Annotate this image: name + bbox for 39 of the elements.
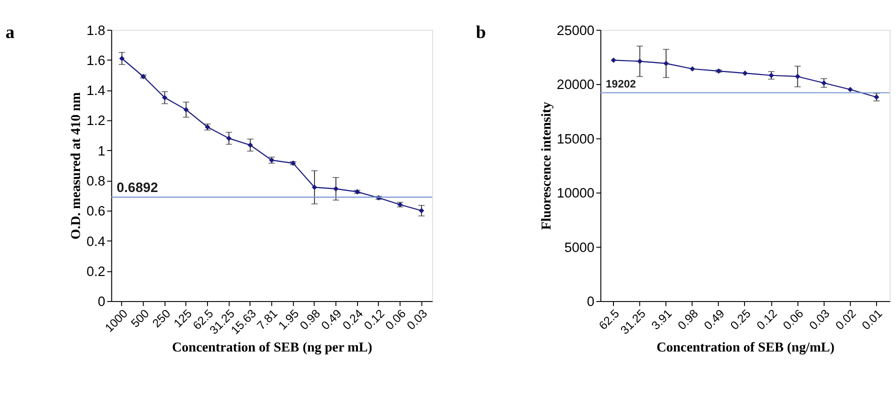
ref-line-label: 19202	[606, 78, 636, 90]
y-tick-label: 1.8	[86, 22, 106, 38]
y-tick-label: 20000	[556, 77, 594, 92]
ref-line-label: 0.6892	[116, 180, 158, 195]
x-tick-label: 3.91	[649, 307, 675, 333]
y-tick-label: 0.2	[86, 264, 106, 279]
x-tick-label: 0.06	[780, 306, 806, 333]
y-tick-label: 1.6	[86, 52, 106, 68]
x-tick-label: 500	[128, 306, 152, 330]
y-tick-label: 0.8	[86, 173, 106, 188]
y-tick-label: 0.6	[86, 204, 106, 219]
x-tick-label: 125	[172, 306, 195, 330]
x-tick-label: 0.49	[702, 307, 728, 333]
x-tick-label: 0.03	[807, 306, 833, 333]
x-tick-label: 0.49	[319, 307, 344, 333]
y-tick-label: 5000	[564, 240, 594, 255]
x-tick-label: 0.25	[728, 306, 754, 333]
y-axis-title: O.D. measured at 410 nm	[68, 92, 84, 240]
x-tick-label: 7.81	[254, 307, 280, 333]
x-tick-label: 0.01	[860, 307, 886, 333]
y-axis-title: Fluorescence intensity	[538, 102, 554, 230]
y-tick-label: 1.4	[86, 83, 106, 98]
y-tick-label: 0	[586, 294, 594, 310]
x-tick-label: 0.98	[676, 306, 702, 333]
y-tick-label: 10000	[556, 186, 594, 201]
y-tick-label: 0.4	[86, 234, 106, 249]
x-tick-label: 0.12	[754, 307, 780, 333]
x-axis-title: Concentration of SEB (ng per mL)	[172, 339, 372, 354]
x-tick-label: 62.5	[596, 306, 622, 333]
y-tick-label: 15000	[556, 131, 594, 146]
x-axis-title: Concentration of SEB (ng/mL)	[656, 339, 834, 354]
x-tick-label: 0.02	[833, 307, 859, 333]
y-tick-label: 25000	[556, 22, 594, 38]
x-tick-label: 250	[150, 306, 174, 330]
y-tick-label: 1.2	[86, 113, 106, 128]
chart-title: a	[6, 22, 15, 42]
y-tick-label: 0	[98, 294, 106, 310]
y-tick-label: 1	[98, 143, 106, 158]
chart-title: b	[476, 22, 486, 42]
